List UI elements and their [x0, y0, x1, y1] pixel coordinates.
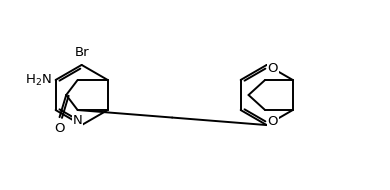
Text: O: O: [268, 62, 278, 75]
Text: Br: Br: [74, 46, 89, 59]
Text: H$_2$N: H$_2$N: [25, 72, 52, 88]
Text: O: O: [54, 122, 65, 135]
Text: N: N: [73, 114, 83, 127]
Text: O: O: [268, 115, 278, 128]
